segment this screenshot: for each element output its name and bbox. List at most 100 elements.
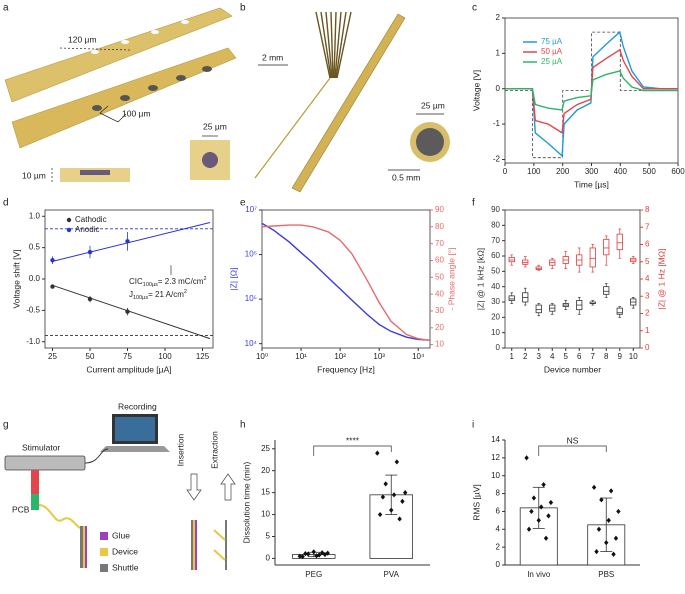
y-axis-label: Dissolution time (min) [241,461,251,543]
box-body [508,257,515,263]
cable [84,448,109,464]
illustration-b: 2 mm 25 µm 0.5 mm [254,11,450,193]
annotation-part: CIC [129,277,143,286]
electrode [120,95,130,101]
data-point [548,499,554,506]
arrow-down [186,473,202,501]
x-axis-label: Time [µs] [574,179,609,189]
y2-tick-label: 40 [435,289,444,298]
diagram-label: Insertion [175,433,185,466]
probe-closeup [291,13,406,193]
y-axis-label: Voltage shift [V] [11,249,21,308]
y2-tick-label: 0 [645,343,650,352]
data-point [543,535,549,541]
data-point [546,513,551,519]
wire [335,11,347,79]
annotation-part: 100µs [133,295,148,301]
significance-label: NS [567,435,579,445]
y-axis-label: Voltage [V] [471,70,481,111]
data-point [375,450,380,456]
data-point [526,526,532,532]
y2-tick-label: 6 [645,240,650,249]
x-axis-label: Frequency [Hz] [317,364,375,374]
y-axis-label: |Z| [Ω] [228,267,238,290]
y2-tick-label: 10 [435,340,444,349]
y-tick-label: 0.0 [29,274,41,283]
legend-swatch [66,217,72,223]
data-point [538,504,544,510]
y-tick-label: 20 [491,312,500,321]
electrode-inset [202,152,218,168]
data-point [604,540,609,546]
y-tick-label: 30 [491,297,500,306]
data-point [87,296,93,302]
y-tick-label: 0 [496,84,501,93]
y-tick-label: 10 [491,328,500,337]
significance-bracket [313,445,392,456]
y2-axis-label: - Phase angle [°] [446,248,456,311]
y-tick-label: 70 [491,236,500,245]
y2-axis-label: |Z| @ 1 Hz [MΩ] [656,249,666,310]
x-tick-label: 10² [334,352,346,361]
opening [181,20,189,24]
annotation-part: = 2.3 mC/cm [158,277,204,286]
fit-line [52,284,211,340]
y-tick-label: 60 [491,251,500,260]
x-tick-label: PEG [305,570,322,579]
y-tick-label: 80 [491,220,500,229]
legend-label: Glue [112,530,130,540]
x-tick-label: 600 [671,167,685,176]
x-tick-label: 10³ [373,352,385,361]
illustration-a: 120 µm 100 µm 25 µm 10 µm [4,7,237,182]
device [193,520,195,570]
data-point [606,517,611,523]
legend-swatch [100,564,108,572]
y-tick-label: 10⁷ [245,205,257,214]
wire [320,11,332,79]
dimension-line [99,105,127,123]
device [213,529,226,541]
wire [325,11,333,79]
y-tick-label: 40 [491,282,500,291]
x-tick-label: 200 [556,167,570,176]
data-point [599,497,604,503]
legend-label: Anodic [75,225,99,234]
y2-tick-label: 7 [645,222,650,231]
legend-swatch [100,532,108,540]
y-tick-label: 25 [261,444,270,453]
box-body [603,238,610,256]
x-tick-label: 2 [523,352,528,361]
data-point [383,481,388,487]
connector [31,470,39,494]
data-point [303,550,308,557]
box-body [535,304,542,314]
y-tick-label: 2 [496,542,501,551]
y-tick-label: -2 [493,155,501,164]
legend-label: Cathodic [75,215,107,224]
y-tick-label: 10⁵ [245,294,257,303]
wire [333,11,337,79]
data-point [87,249,93,255]
data-point [125,309,130,314]
diagram-label: Extraction [209,431,219,469]
y-tick-label: 15 [261,488,270,497]
data-point [391,492,397,498]
diagram-label: Stimulator [22,442,60,452]
scale-label: 0.5 mm [392,172,420,182]
stimulus-waveform [505,31,678,159]
device [38,504,81,529]
wire [336,11,352,79]
x-axis-label: Current amplitude [µA] [86,364,171,374]
annotation-part: 2 [184,289,187,295]
y2-tick-label: 80 [435,222,444,231]
shuttle [80,526,83,568]
laptop-base [100,446,170,452]
x-tick-label: 10¹ [295,352,307,361]
panel-label: f [472,198,475,209]
stimulator [4,455,86,471]
cross-section-electrode [80,170,110,175]
electrode [92,105,102,111]
x-tick-label: 3 [537,352,542,361]
dimension-label: 10 µm [22,170,46,180]
